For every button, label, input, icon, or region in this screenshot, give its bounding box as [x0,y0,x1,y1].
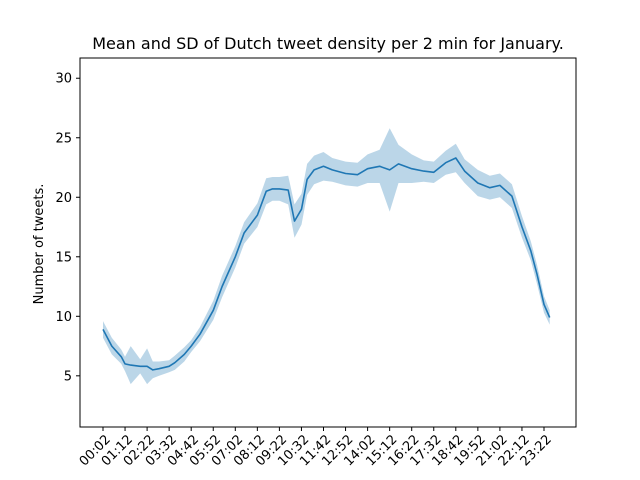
y-tick-label: 20 [55,191,72,206]
mean-line-layer [102,157,551,371]
plot-frame [79,57,577,428]
y-tick-label: 30 [55,72,72,87]
mean-line-0 [102,157,551,371]
sd-band-0 [103,128,550,385]
sd-band-layer [103,128,550,385]
y-tick-label: 25 [55,131,72,146]
y-tick-label: 5 [64,369,72,384]
y-axis-label: Number of tweets. [32,184,47,305]
y-tick-label: 15 [55,250,72,265]
y-tick-label: 10 [55,310,72,325]
chart-title: Mean and SD of Dutch tweet density per 2… [92,34,564,53]
